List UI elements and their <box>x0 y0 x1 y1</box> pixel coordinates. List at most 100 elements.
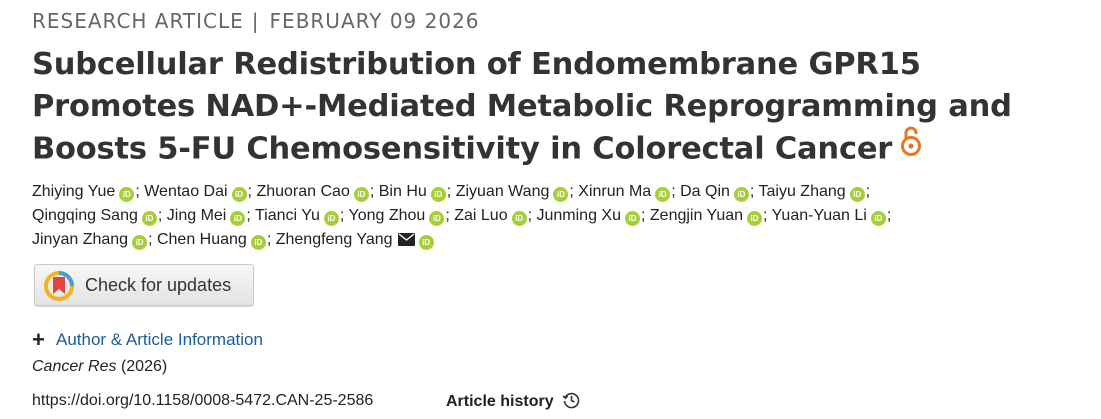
orcid-icon[interactable]: iD <box>119 187 135 202</box>
author-separator: ; <box>763 207 768 224</box>
article-meta: RESEARCH ARTICLE | FEBRUARY 09 2026 <box>32 9 480 33</box>
author-separator: ; <box>157 207 163 224</box>
orcid-icon[interactable]: iD <box>733 187 749 202</box>
article-history-label: Article history <box>446 393 554 410</box>
author-entry: Yong Zhou iD; <box>348 207 455 226</box>
title-line-3-text: Boosts 5-FU Chemosensitivity in Colorect… <box>32 131 893 167</box>
email-icon[interactable] <box>397 230 415 254</box>
orcid-icon[interactable]: iD <box>230 211 246 226</box>
orcid-icon[interactable]: iD <box>655 187 671 202</box>
author-name[interactable]: Zengjin Yuan <box>649 207 744 224</box>
check-for-updates-label: Check for updates <box>85 275 232 295</box>
author-entry: Zai Luo iD; <box>454 207 536 226</box>
orcid-icon[interactable]: iD <box>870 211 886 226</box>
author-separator: ; <box>641 207 646 224</box>
check-for-updates-button[interactable]: Check for updates <box>34 264 254 306</box>
orcid-icon[interactable]: iD <box>323 211 339 226</box>
author-entry: Zhiying Yue iD; <box>32 183 144 202</box>
author-name[interactable]: Taiyu Zhang <box>758 183 846 200</box>
orcid-icon[interactable]: iD <box>747 211 763 226</box>
author-name[interactable]: Xinrun Ma <box>578 183 652 200</box>
author-entry: Bin Hu iD; <box>378 183 456 202</box>
author-separator: ; <box>246 207 251 224</box>
author-separator: ; <box>749 183 755 200</box>
author-name[interactable]: Qingqing Sang <box>32 207 138 224</box>
plus-icon: + <box>32 327 45 352</box>
author-separator: ; <box>569 183 574 200</box>
author-name[interactable]: Zhengfeng Yang <box>275 231 393 248</box>
title-line-2: Promotes NAD+-Mediated Metabolic Reprogr… <box>32 89 1012 124</box>
meta-separator: | <box>251 9 260 33</box>
author-entry: Zhuoran Cao iD; <box>256 183 378 202</box>
title-line-3: Boosts 5-FU Chemosensitivity in Colorect… <box>32 125 1072 172</box>
author-entry: Yuan-Yuan Li iD; <box>771 207 892 226</box>
author-name[interactable]: Zhuoran Cao <box>256 183 350 200</box>
author-separator: ; <box>369 183 375 200</box>
author-entry: Qingqing Sang iD; <box>32 207 167 226</box>
author-article-info-toggle[interactable]: + Author & Article Information <box>32 327 263 353</box>
author-entry: Taiyu Zhang iD; <box>758 183 871 202</box>
author-separator: ; <box>148 231 153 248</box>
author-entry: Zhengfeng Yang iD <box>275 231 435 250</box>
orcid-icon[interactable]: iD <box>231 187 247 202</box>
author-name[interactable]: Da Qin <box>680 183 730 200</box>
author-entry: Chen Huang iD; <box>156 231 276 250</box>
author-separator: ; <box>445 207 450 224</box>
author-name[interactable]: Jinyan Zhang <box>32 231 129 248</box>
crossmark-icon <box>43 270 75 307</box>
publication-date: FEBRUARY 09 2026 <box>269 9 480 33</box>
orcid-icon[interactable]: iD <box>132 235 148 250</box>
author-name[interactable]: Junming Xu <box>536 207 622 224</box>
journal-citation: Cancer Res (2026) <box>32 358 167 376</box>
orcid-icon[interactable]: iD <box>849 187 865 202</box>
author-entry: Jing Mei iD; <box>166 207 255 226</box>
author-separator: ; <box>527 207 533 224</box>
author-separator: ; <box>671 183 676 200</box>
doi-link[interactable]: https://doi.org/10.1158/0008-5472.CAN-25… <box>32 392 374 409</box>
author-entry: Wentao Dai iD; <box>144 183 256 202</box>
journal-year: (2026) <box>120 358 168 375</box>
author-separator: ; <box>266 231 272 248</box>
orcid-icon[interactable]: iD <box>553 187 569 202</box>
history-clock-icon <box>562 391 580 414</box>
author-name[interactable]: Yong Zhou <box>348 207 426 224</box>
orcid-icon[interactable]: iD <box>625 211 640 226</box>
orcid-icon[interactable]: iD <box>511 211 527 226</box>
author-article-info-label: Author & Article Information <box>56 330 263 349</box>
author-name[interactable]: Bin Hu <box>378 183 427 200</box>
journal-name: Cancer Res <box>32 358 117 375</box>
author-row: Zhiying Yue iD; Wentao Dai iD; Zhuoran Cao… <box>32 180 1082 204</box>
author-entry: Jinyan Zhang iD; <box>32 231 157 250</box>
author-name[interactable]: Chen Huang <box>156 231 247 248</box>
author-entry: Junming Xu iD; <box>536 207 650 226</box>
author-separator: ; <box>446 183 452 200</box>
author-entry: Da Qin iD; <box>680 183 758 202</box>
orcid-icon[interactable]: iD <box>353 187 369 202</box>
author-separator: ; <box>247 183 252 200</box>
author-separator: ; <box>865 183 871 200</box>
author-name[interactable]: Yuan-Yuan Li <box>771 207 867 224</box>
orcid-icon[interactable]: iD <box>418 235 434 250</box>
author-entry: Zengjin Yuan iD; <box>649 207 772 226</box>
orcid-icon[interactable]: iD <box>430 187 446 202</box>
open-lock-icon <box>900 125 922 169</box>
orcid-icon[interactable]: iD <box>141 211 157 226</box>
title-line-1: Subcellular Redistribution of Endomembra… <box>32 47 921 82</box>
author-name[interactable]: Tianci Yu <box>254 207 320 224</box>
author-name[interactable]: Jing Mei <box>166 207 227 224</box>
article-history-button[interactable]: Article history <box>446 391 580 414</box>
author-entry: Ziyuan Wang iD; <box>455 183 579 202</box>
article-type: RESEARCH ARTICLE <box>32 9 244 33</box>
orcid-icon[interactable]: iD <box>429 211 445 226</box>
author-entry: Tianci Yu iD; <box>254 207 349 226</box>
author-name[interactable]: Wentao Dai <box>144 183 228 200</box>
author-name[interactable]: Zhiying Yue <box>32 183 116 200</box>
article-title: Subcellular Redistribution of Endomembra… <box>32 44 1072 172</box>
author-list: Zhiying Yue iD; Wentao Dai iD; Zhuoran Cao… <box>32 180 1082 254</box>
author-entry: Xinrun Ma iD; <box>578 183 680 202</box>
author-separator: ; <box>886 207 892 224</box>
orcid-icon[interactable]: iD <box>250 235 266 250</box>
author-name[interactable]: Ziyuan Wang <box>455 183 550 200</box>
author-separator: ; <box>135 183 140 200</box>
author-name[interactable]: Zai Luo <box>454 207 508 224</box>
